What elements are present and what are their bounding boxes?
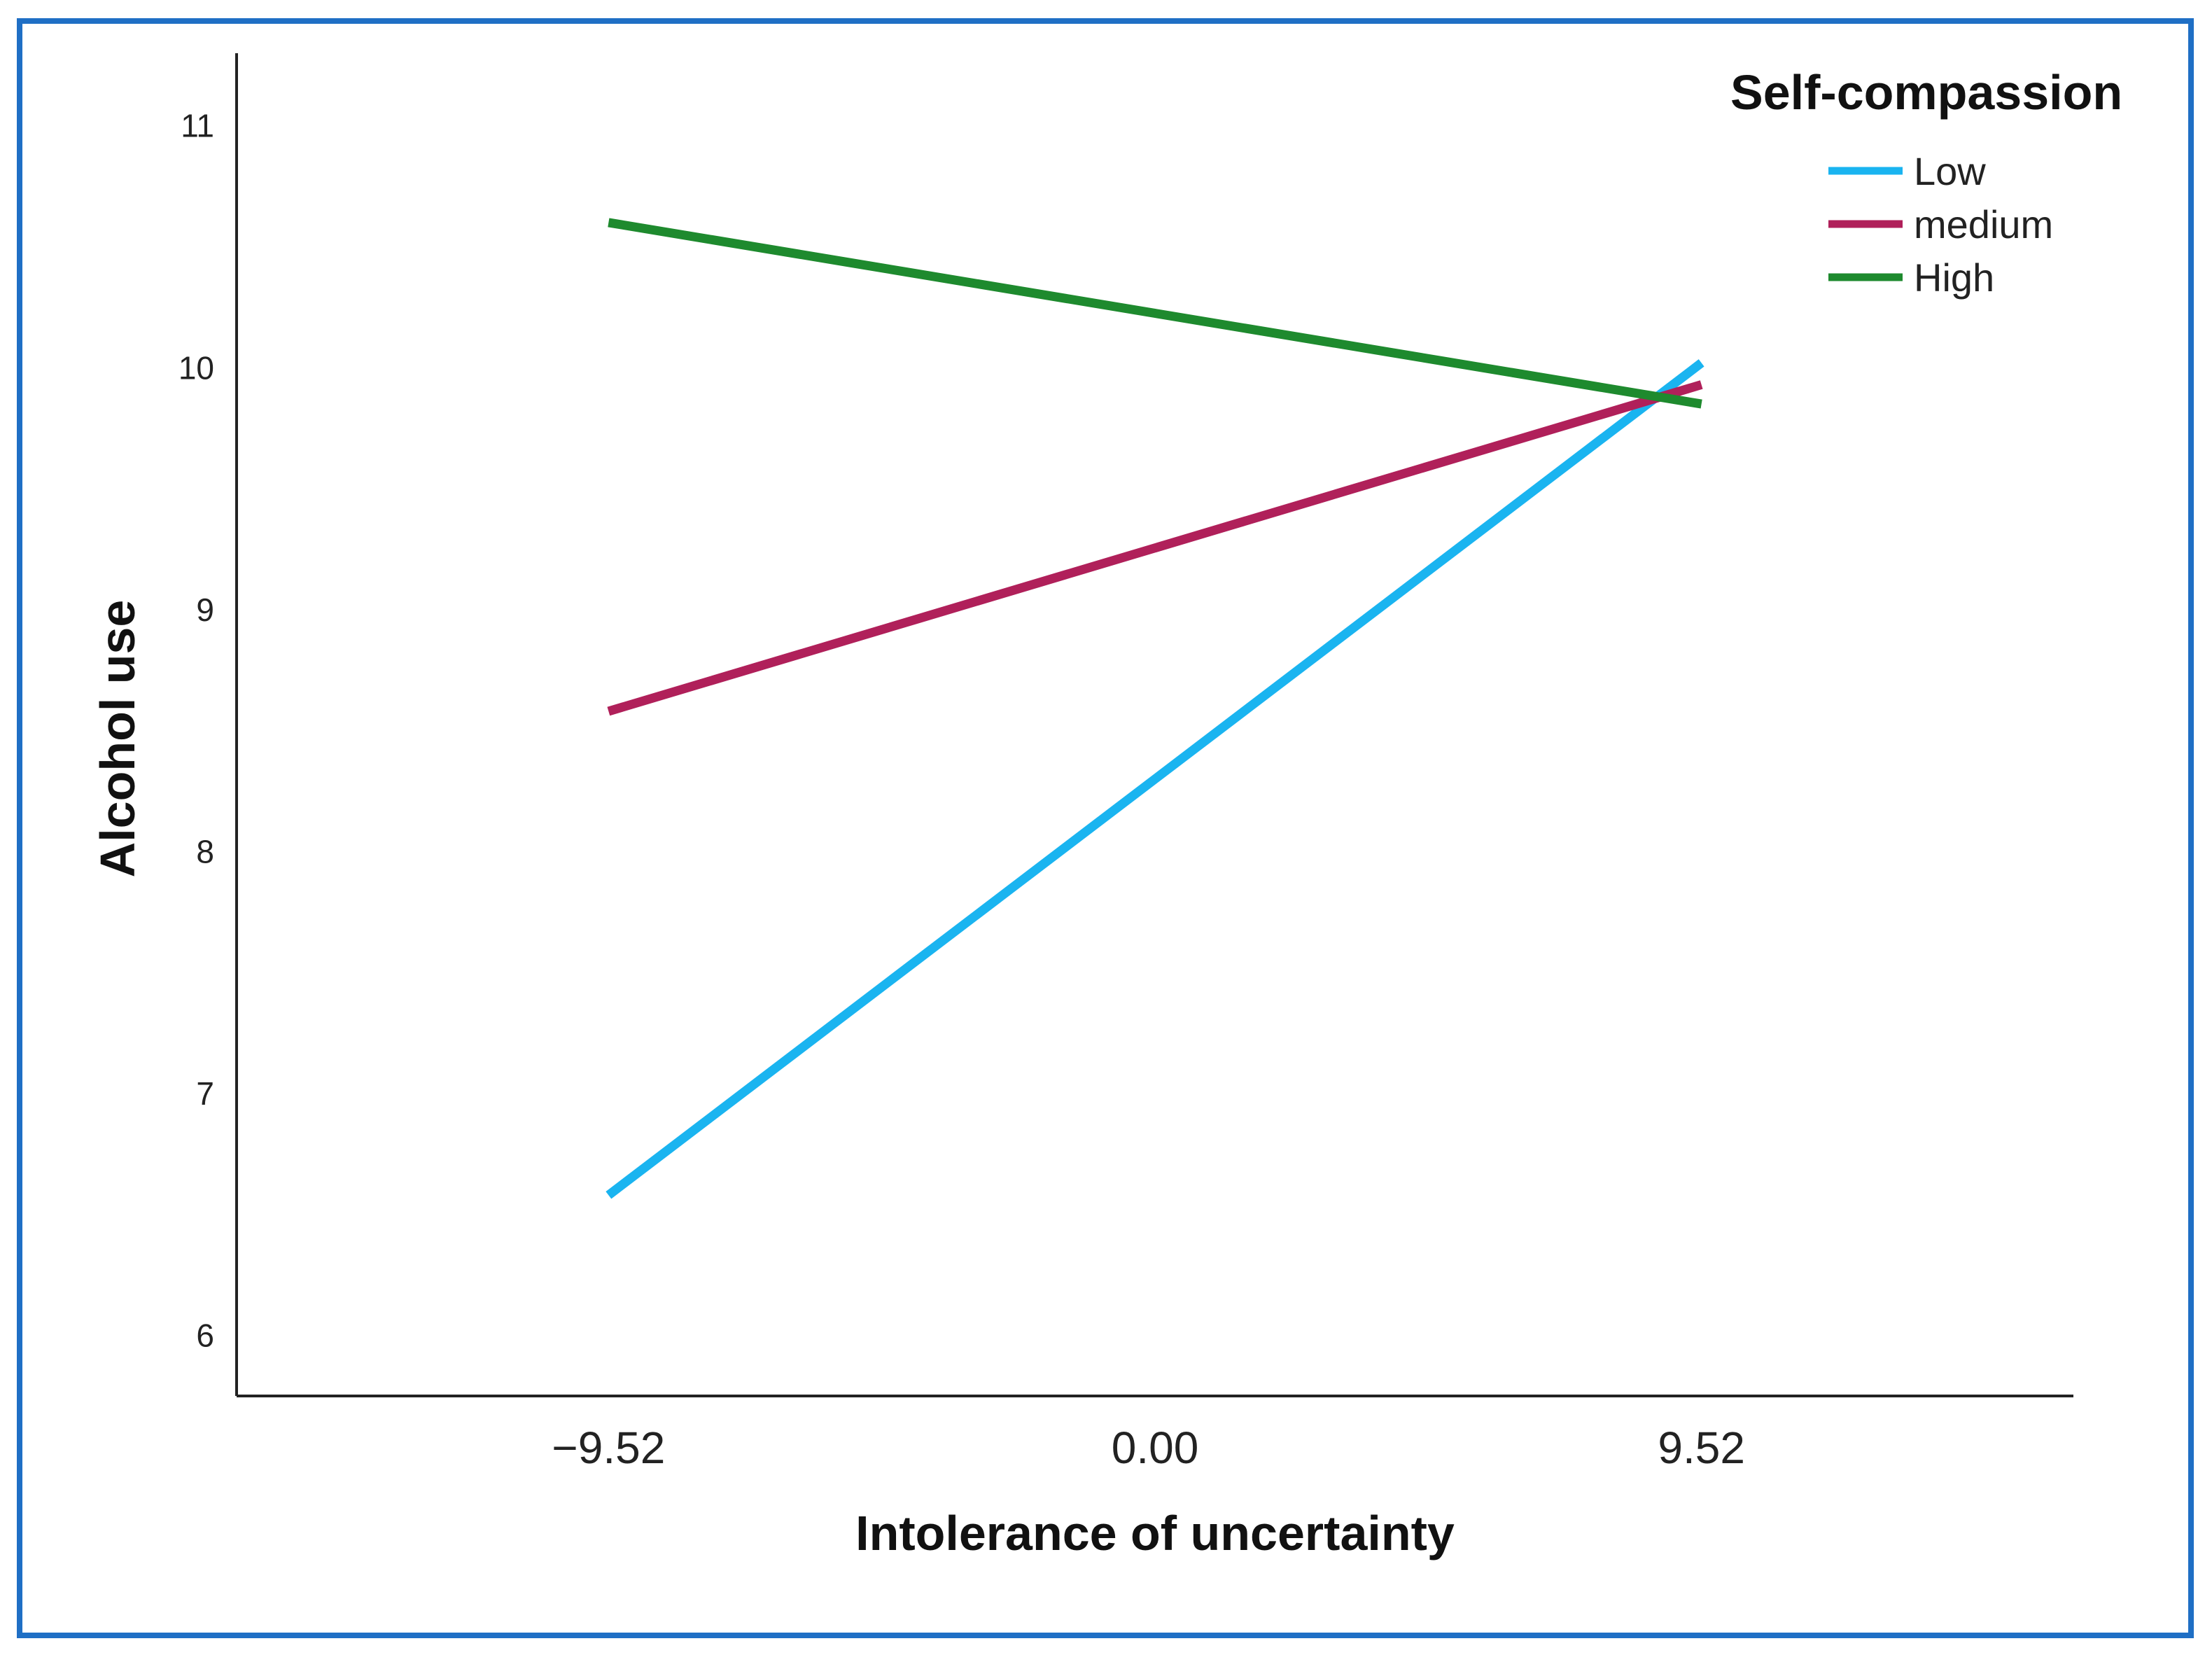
- y-tick-label: 10: [178, 349, 214, 386]
- y-tick-label: 8: [196, 833, 214, 870]
- legend-label-low: Low: [1914, 149, 1986, 193]
- series-line-medium: [607, 380, 1703, 716]
- series-lines: [606, 218, 1704, 1199]
- x-tick-label: 9.52: [1658, 1423, 1745, 1473]
- y-tick-label: 9: [196, 592, 214, 628]
- chart-svg: 6 7 8 9 10 11 −9.52 0.00 9.52 Intolerance of un…: [90, 53, 2122, 1560]
- legend-label-medium: medium: [1914, 202, 2053, 246]
- legend-label-high: High: [1914, 256, 1994, 300]
- y-tick-labels: 6 7 8 9 10 11: [178, 108, 214, 1354]
- legend: Self-compassion Low medium High: [1730, 65, 2122, 300]
- x-tick-label: 0.00: [1112, 1423, 1199, 1473]
- x-axis-title: Intolerance of uncertainty: [855, 1506, 1455, 1560]
- x-tick-labels: −9.52 0.00 9.52: [552, 1423, 1745, 1473]
- legend-title: Self-compassion: [1730, 65, 2122, 120]
- y-tick-label: 11: [181, 108, 214, 144]
- y-tick-label: 6: [196, 1318, 214, 1354]
- y-axis-title: Alcohol use: [90, 600, 145, 878]
- series-line-low: [606, 359, 1704, 1199]
- figure-frame: 6 7 8 9 10 11 −9.52 0.00 9.52 Intolerance of un…: [17, 18, 2194, 1638]
- x-tick-label: −9.52: [552, 1423, 665, 1473]
- series-line-high: [608, 218, 1702, 409]
- y-tick-label: 7: [196, 1075, 214, 1112]
- axes: [235, 53, 2073, 1397]
